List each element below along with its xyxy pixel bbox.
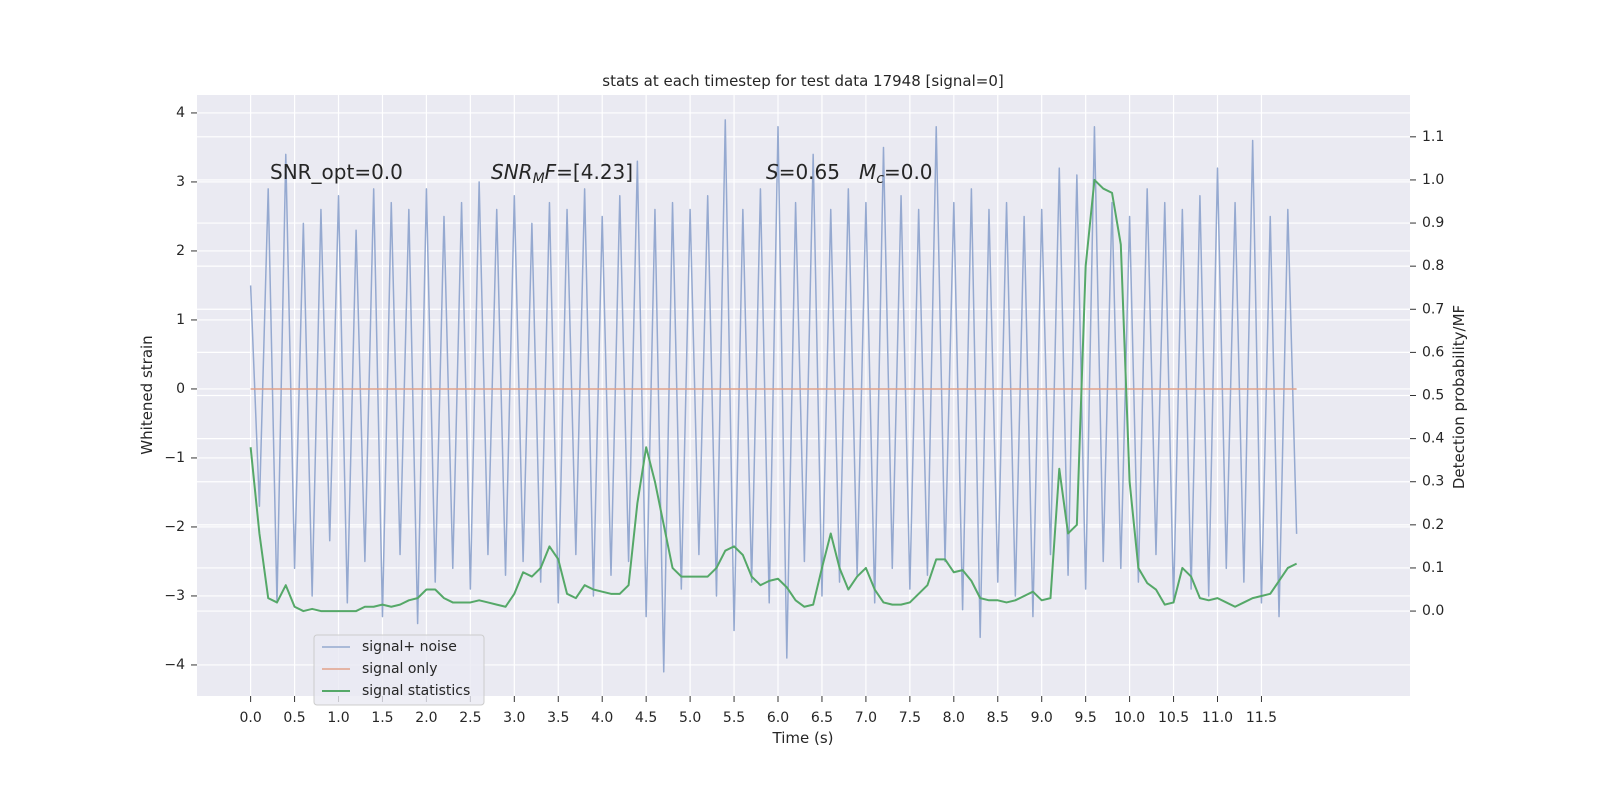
y2-tick-label: 0.9 (1422, 215, 1444, 231)
x-tick-label: 3.5 (547, 710, 569, 726)
x-tick-label: 8.0 (943, 710, 965, 726)
y2-tick-label: 1.0 (1422, 172, 1444, 188)
x-tick-label: 6.5 (811, 710, 833, 726)
y-tick-label: −4 (164, 657, 185, 673)
x-tick-label: 10.0 (1114, 710, 1145, 726)
y2-tick-label: 0.7 (1422, 301, 1444, 317)
x-tick-label: 3.0 (503, 710, 525, 726)
x-tick-label: 5.5 (723, 710, 745, 726)
annotation-part: SNR (491, 160, 533, 184)
annotation: Mc=0.0 (859, 160, 933, 188)
y2-tick-label: 0.4 (1422, 431, 1444, 447)
legend-label: signal only (362, 661, 437, 677)
x-tick-label: 2.0 (415, 710, 437, 726)
y-tick-label: 2 (176, 243, 185, 259)
annotation-part: =[4.23] (556, 160, 633, 184)
y-axis-label: Whitened strain (138, 335, 156, 454)
x-tick-label: 6.0 (767, 710, 789, 726)
annotation-part: c (876, 171, 884, 187)
legend: signal+ noise signal only signal statistic… (313, 634, 485, 706)
y-tick-label: 4 (176, 105, 185, 121)
x-tick-label: 7.5 (899, 710, 921, 726)
annotation-part: =0.65 (779, 160, 840, 184)
x-tick-label: 10.5 (1158, 710, 1189, 726)
series-line (249, 178, 1298, 613)
y2-tick-label: 0.6 (1422, 344, 1444, 360)
x-tick-label: 9.0 (1031, 710, 1053, 726)
y2-tick-label: 0.5 (1422, 388, 1444, 404)
annotation-part: S (766, 160, 779, 184)
y2-tick-label: 0.2 (1422, 517, 1444, 533)
annotation-part: F (545, 160, 557, 184)
y-tick-label: −2 (164, 519, 185, 535)
y-tick-label: 1 (176, 312, 185, 328)
annotation: SNR_opt=0.0 (270, 160, 403, 184)
x-tick-label: 0.5 (283, 710, 305, 726)
y2-tick-label: 0.8 (1422, 258, 1444, 274)
legend-label: signal statistics (362, 683, 470, 699)
x-tick-label: 11.0 (1202, 710, 1233, 726)
y-tick-label: −1 (164, 450, 185, 466)
y-tick-label: −3 (164, 588, 185, 604)
x-tick-label: 5.0 (679, 710, 701, 726)
y2-tick-label: 0.0 (1422, 603, 1444, 619)
y2-tick-label: 1.1 (1422, 129, 1444, 145)
x-tick-label: 8.5 (987, 710, 1009, 726)
x-tick-label: 4.0 (591, 710, 613, 726)
annotation: SNRMF=[4.23] (491, 160, 633, 188)
x-tick-label: 7.0 (855, 710, 877, 726)
x-tick-label: 2.5 (459, 710, 481, 726)
x-tick-label: 11.5 (1246, 710, 1277, 726)
legend-box (313, 634, 485, 706)
x-tick-label: 1.5 (371, 710, 393, 726)
y-tick-label: 0 (176, 381, 185, 397)
x-tick-label: 4.5 (635, 710, 657, 726)
y2-axis-label: Detection probability/MF (1450, 305, 1468, 489)
y2-tick-label: 0.3 (1422, 474, 1444, 490)
x-tick-label: 0.0 (239, 710, 261, 726)
annotation: S=0.65 (766, 160, 840, 184)
y-tick-label: 3 (176, 174, 185, 190)
y2-tick-label: 0.1 (1422, 560, 1444, 576)
annotation-part: M (859, 160, 876, 184)
annotation-part: M (533, 171, 545, 187)
x-tick-label: 1.0 (327, 710, 349, 726)
chart-title: stats at each timestep for test data 179… (602, 72, 1003, 90)
x-axis-label: Time (s) (772, 729, 834, 747)
legend-label: signal+ noise (362, 639, 457, 655)
annotation-part: =0.0 (884, 160, 933, 184)
annotation-part: SNR_opt=0.0 (270, 160, 403, 184)
series-line (249, 119, 1298, 673)
x-tick-label: 9.5 (1075, 710, 1097, 726)
